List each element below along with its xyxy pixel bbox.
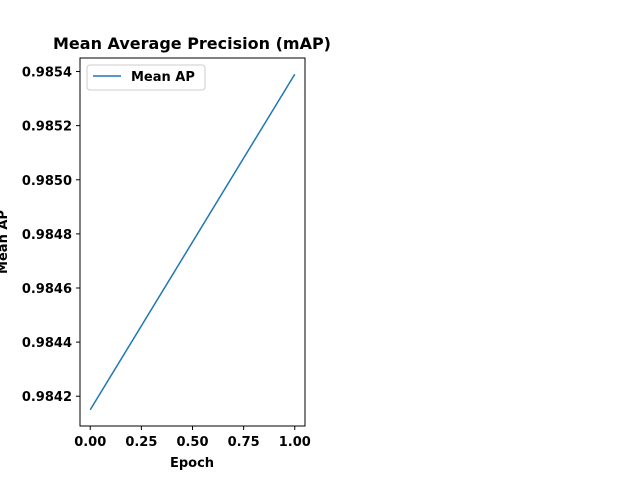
series-line-mean-ap xyxy=(89,73,296,411)
x-tick-label: 0.50 xyxy=(176,435,208,450)
y-tick-label: 0.9854 xyxy=(22,66,72,81)
chart-title: Mean Average Precision (mAP) xyxy=(53,34,331,53)
x-tick-label: 0.75 xyxy=(228,435,260,450)
y-tick-label: 0.9848 xyxy=(22,228,72,243)
y-tick-label: 0.9844 xyxy=(22,336,72,351)
legend-label-mean-ap: Mean AP xyxy=(131,70,195,85)
x-tick-label: 1.00 xyxy=(279,435,311,450)
x-tick-label: 0.00 xyxy=(74,435,106,450)
x-tick-label: 0.25 xyxy=(125,435,157,450)
legend: Mean AP xyxy=(86,64,206,91)
x-axis: 0.00 0.25 0.50 0.75 1.00 xyxy=(74,426,311,450)
y-tick-label: 0.9842 xyxy=(22,390,72,405)
y-tick-label: 0.9850 xyxy=(22,174,72,189)
y-tick-label: 0.9852 xyxy=(22,120,72,135)
y-axis-label: Mean AP xyxy=(0,210,11,274)
x-axis-label: Epoch xyxy=(170,456,214,471)
y-axis: 0.9842 0.9844 0.9846 0.9848 0.9850 0.9852 0.98… xyxy=(22,66,80,405)
legend-box xyxy=(86,64,206,91)
y-tick-label: 0.9846 xyxy=(22,282,72,297)
